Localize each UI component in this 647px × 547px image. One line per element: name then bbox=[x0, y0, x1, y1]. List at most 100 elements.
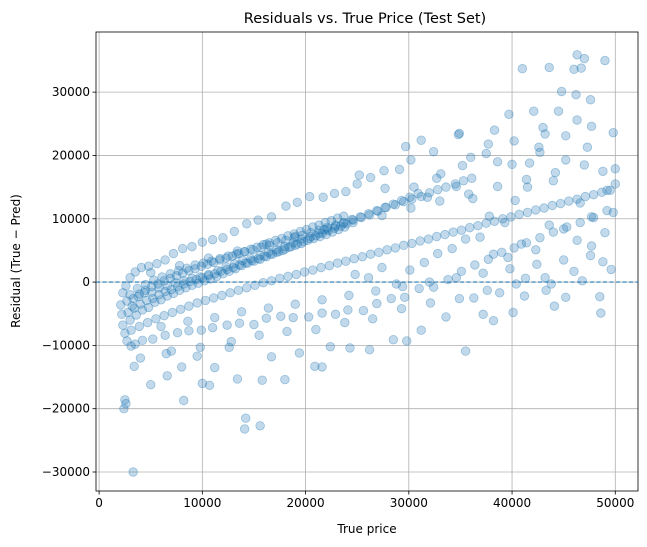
scatter-point bbox=[481, 218, 491, 228]
scatter-point bbox=[154, 283, 164, 293]
scatter-point bbox=[344, 290, 354, 301]
scatter-point bbox=[133, 291, 144, 302]
scatter-point bbox=[492, 157, 503, 167]
scatter-point bbox=[365, 249, 376, 259]
scatter-point bbox=[223, 251, 233, 261]
scatter-point bbox=[122, 336, 132, 346]
scatter-point bbox=[160, 330, 170, 340]
scatter-point bbox=[134, 289, 145, 299]
x-tick-label: 40000 bbox=[493, 496, 531, 510]
scatter-point bbox=[283, 231, 293, 241]
scatter-point bbox=[478, 268, 488, 278]
scatter-point bbox=[303, 312, 314, 322]
scatter-point bbox=[322, 222, 332, 233]
scatter-point bbox=[228, 262, 239, 273]
scatter-point bbox=[388, 334, 399, 345]
scatter-point bbox=[484, 211, 495, 221]
scatter-point bbox=[135, 299, 146, 309]
scatter-point bbox=[247, 255, 257, 266]
scatter-point bbox=[183, 316, 193, 327]
scatter-point bbox=[489, 125, 500, 135]
scatter-point bbox=[289, 229, 299, 239]
scatter-point bbox=[263, 247, 274, 258]
scatter-point bbox=[261, 313, 272, 323]
scatter-point bbox=[329, 223, 340, 233]
scatter-point bbox=[281, 235, 291, 245]
scatter-point bbox=[246, 244, 256, 254]
scatter-point bbox=[509, 243, 519, 253]
scatter-point bbox=[339, 217, 349, 228]
scatter-point bbox=[292, 197, 303, 208]
scatter-point bbox=[263, 303, 274, 313]
scatter-point bbox=[585, 250, 596, 261]
scatter-point bbox=[229, 259, 240, 269]
scatter-point bbox=[184, 326, 194, 336]
scatter-point bbox=[608, 127, 618, 138]
scatter-point bbox=[239, 424, 250, 434]
scatter-point bbox=[544, 62, 554, 73]
scatter-point bbox=[225, 288, 235, 298]
scatter-point bbox=[548, 176, 559, 186]
scatter-point bbox=[207, 322, 218, 333]
scatter-point bbox=[422, 192, 433, 202]
scatter-point bbox=[267, 249, 278, 259]
scatter-point bbox=[541, 285, 551, 296]
scatter-point bbox=[162, 291, 172, 301]
x-tick-label: 50000 bbox=[596, 496, 634, 510]
scatter-point bbox=[534, 142, 544, 152]
scatter-point bbox=[159, 276, 169, 286]
scatter-point bbox=[558, 255, 569, 265]
scatter-point bbox=[316, 262, 326, 273]
scatter-point bbox=[181, 283, 191, 293]
scatter-point bbox=[239, 246, 250, 257]
scatter-point bbox=[483, 139, 494, 149]
scatter-point bbox=[227, 251, 237, 261]
scatter-point bbox=[380, 183, 390, 194]
scatter-point bbox=[150, 297, 160, 308]
scatter-point bbox=[222, 320, 232, 330]
scatter-point bbox=[572, 194, 582, 204]
scatter-point bbox=[390, 243, 401, 253]
scatter-point bbox=[174, 285, 185, 296]
scatter-point bbox=[128, 467, 138, 477]
scatter-point bbox=[556, 86, 567, 97]
scatter-point bbox=[341, 186, 351, 197]
scatter-point bbox=[539, 203, 549, 213]
scatter-point bbox=[402, 336, 412, 346]
scatter-point bbox=[497, 247, 507, 258]
scatter-point bbox=[212, 271, 222, 282]
scatter-point bbox=[535, 233, 545, 243]
scatter-point bbox=[139, 288, 150, 298]
scatter-point bbox=[377, 262, 387, 273]
scatter-point bbox=[242, 219, 252, 229]
scatter-point bbox=[503, 252, 513, 263]
scatter-point bbox=[229, 226, 240, 237]
scatter-point bbox=[137, 305, 148, 315]
scatter-point bbox=[330, 309, 341, 320]
scatter-point bbox=[168, 288, 179, 299]
y-tick-label: 30000 bbox=[52, 85, 90, 99]
scatter-point bbox=[407, 194, 417, 204]
scatter-point bbox=[407, 238, 417, 249]
scatter-point bbox=[131, 310, 141, 320]
scatter-point bbox=[610, 164, 620, 174]
scatter-point bbox=[232, 246, 243, 256]
scatter-point bbox=[606, 264, 616, 275]
scatter-point bbox=[230, 264, 241, 274]
scatter-point bbox=[329, 188, 340, 199]
scatter-point bbox=[372, 205, 382, 216]
scatter-point bbox=[182, 263, 192, 273]
y-axis-label: Residual (True − Pred) bbox=[9, 194, 23, 328]
scatter-point bbox=[184, 301, 194, 311]
scatter-point bbox=[322, 224, 332, 234]
scatter-point bbox=[416, 191, 426, 202]
scatter-point bbox=[602, 185, 612, 195]
scatter-point bbox=[522, 207, 533, 218]
scatter-point bbox=[340, 317, 350, 328]
scatter-point bbox=[185, 276, 195, 287]
scatter-point bbox=[317, 228, 327, 239]
scatter-point bbox=[200, 295, 211, 306]
scatter-point bbox=[261, 252, 272, 262]
scatter-point bbox=[271, 247, 282, 258]
